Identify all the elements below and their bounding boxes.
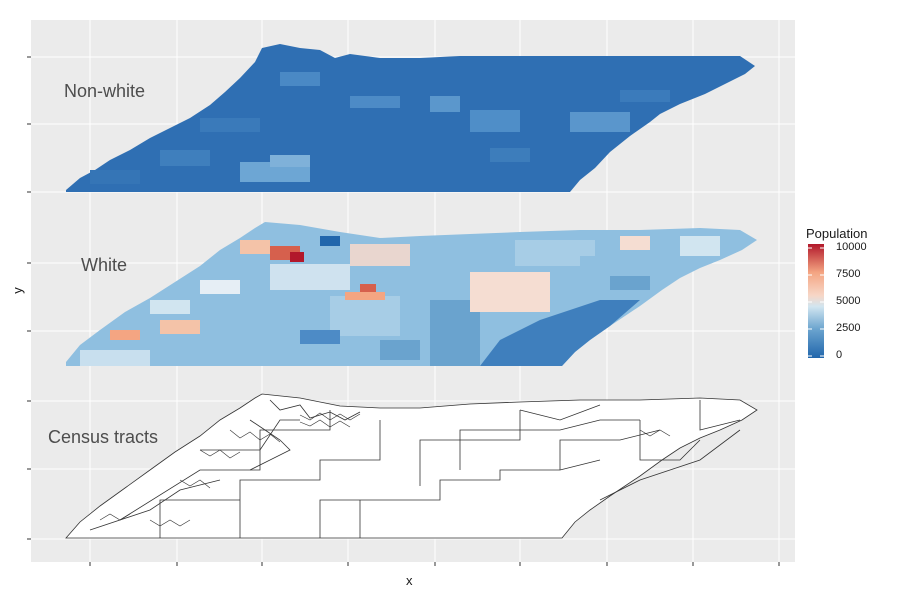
legend-tick-label: 7500: [836, 268, 861, 280]
legend: Population 10000 7500 5000 2500 0: [806, 226, 896, 376]
layer-white: [66, 222, 757, 366]
legend-tick-label: 5000: [836, 295, 861, 307]
legend-tick-label: 0: [836, 349, 843, 361]
legend-tick-label: 2500: [836, 322, 861, 334]
layer-label-tracts: Census tracts: [48, 427, 159, 447]
layer-nonwhite: [66, 44, 755, 192]
nonwhite-shape: [66, 44, 755, 192]
tracts-shape: [65, 393, 758, 539]
layer-label-white: White: [81, 255, 128, 275]
tracts-dense-area: [99, 412, 671, 527]
x-axis-title: x: [406, 573, 413, 588]
y-axis-title: y: [9, 287, 25, 294]
axis-ticks: [27, 56, 780, 566]
legend-title: Population: [806, 226, 868, 241]
legend-colorbar-ticks: [808, 247, 824, 357]
legend-tick-label: 10000: [836, 241, 867, 253]
layer-label-nonwhite: Non-white: [64, 81, 146, 101]
